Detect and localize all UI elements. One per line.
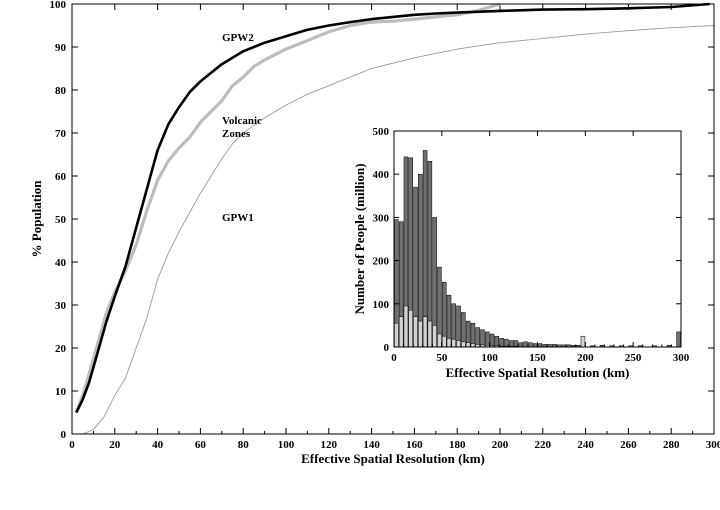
main-plot-frame [71,3,715,435]
inset-y-tick-label: 400 [373,169,390,181]
inset-x-tick-label: 250 [625,352,642,364]
main-x-tick-label: 300 [706,439,720,451]
histogram-bar-light [422,316,428,348]
histogram-bar-light [398,316,404,348]
histogram-bar-light [403,305,409,348]
main-x-tick-label: 180 [449,439,466,451]
main-x-tick-label: 0 [69,439,75,451]
main-y-tick-label: 10 [55,386,67,398]
main-y-tick-label: 0 [61,429,67,441]
histogram-bar-light [413,316,418,348]
histogram-bar-dark [494,335,500,348]
histogram-bar-dark [499,338,504,348]
inset-y-axis-title: Number of People (million) [352,163,367,314]
main-x-tick-label: 100 [278,439,295,451]
inset-x-tick-label: 200 [577,352,594,364]
histogram-bar-light [394,322,399,348]
main-x-axis-title: Effective Spatial Resolution (km) [301,451,485,466]
series-line-volcanic-zones [74,2,501,414]
main-y-tick-label: 20 [55,343,67,355]
main-y-tick-labels: 0 10 20 30 40 50 60 70 80 90 100 [50,0,67,441]
inset-x-axis-title: Effective Spatial Resolution (km) [446,365,630,380]
histogram-bar-light [441,335,447,348]
inset-x-tick-label: 50 [436,352,448,364]
histogram-bar-light [427,320,433,348]
histogram-bar-dark [489,333,495,348]
main-y-tick-label: 100 [50,0,67,11]
main-y-tick-label: 30 [55,300,67,312]
inset-y-tick-label: 0 [384,342,390,354]
histogram-bar-dark [676,331,681,348]
histogram-bar-dark [475,327,480,348]
main-x-tick-label: 200 [492,439,509,451]
main-y-tick-label: 80 [55,85,67,97]
main-x-tick-label: 40 [152,439,164,451]
histogram-bar-dark [427,160,433,348]
main-y-tick-label: 70 [55,128,67,140]
main-x-tick-label: 240 [577,439,594,451]
histogram-bar-dark [518,342,523,348]
main-axis-ticks [71,3,715,435]
inset-y-tick-label: 300 [373,212,390,224]
series-line-gpw2 [75,2,710,414]
main-x-tick-labels: 0 20 40 60 80 100 120 140 160 180 200 220 240 260 280 3… [69,439,720,451]
inset-y-tick-label: 100 [373,299,390,311]
inset-y-tick-labels: 0 100 200 300 400 500 [373,126,390,354]
inset-x-tick-label: 100 [481,352,498,364]
histogram-bar-light [437,333,442,348]
histogram-bar-dark [504,338,509,348]
annotation-gpw1: GPW1 [222,212,254,224]
main-x-tick-label: 120 [321,439,338,451]
main-x-tick-label: 80 [238,439,250,451]
series-line-gpw1 [82,25,715,435]
histogram-bar-dark [532,343,538,348]
inset-x-tick-label: 300 [673,352,690,364]
histogram-bar-light [580,335,586,348]
inset-plot-frame [393,130,682,348]
main-y-tick-label: 40 [55,257,67,269]
main-x-tick-label: 160 [406,439,423,451]
histogram-bar-dark [485,331,490,348]
inset-x-tick-label: 0 [391,352,397,364]
histogram-bar-light [446,338,452,348]
main-y-axis-title: % Population [29,180,44,258]
inset-y-tick-label: 200 [373,256,390,268]
main-x-tick-label: 60 [195,439,207,451]
annotation-gpw2: GPW2 [222,32,254,44]
histogram-bar-light [451,338,457,348]
histogram-bar-light [418,320,423,348]
histogram-bar-dark [480,329,485,348]
histogram-bar-dark [523,341,528,348]
main-x-tick-label: 220 [535,439,552,451]
histogram-bar-light [465,342,471,348]
main-y-tick-label: 60 [55,171,67,183]
histogram-bar-dark [537,343,543,348]
histogram-bar-light [456,340,461,348]
histogram-bar-light [461,341,466,348]
main-x-tick-label: 20 [109,439,121,451]
main-plot-lines [74,2,715,435]
histogram-bar-light [408,310,413,348]
main-y-tick-label: 90 [55,42,67,54]
inset-x-tick-labels: 0 50 100 150 200 250 300 [391,352,690,364]
main-y-tick-label: 50 [55,214,67,226]
annotation-zones: Zones [222,128,251,140]
histogram-bar-dark [528,342,533,348]
main-x-tick-label: 280 [663,439,680,451]
main-x-tick-label: 260 [620,439,637,451]
histogram-bar-light [432,325,437,348]
main-x-tick-label: 140 [363,439,380,451]
histogram-bar-light [470,343,476,348]
annotation-volcanic: Volcanic [222,115,262,127]
inset-y-tick-label: 500 [373,126,390,138]
inset-x-tick-label: 150 [529,352,546,364]
